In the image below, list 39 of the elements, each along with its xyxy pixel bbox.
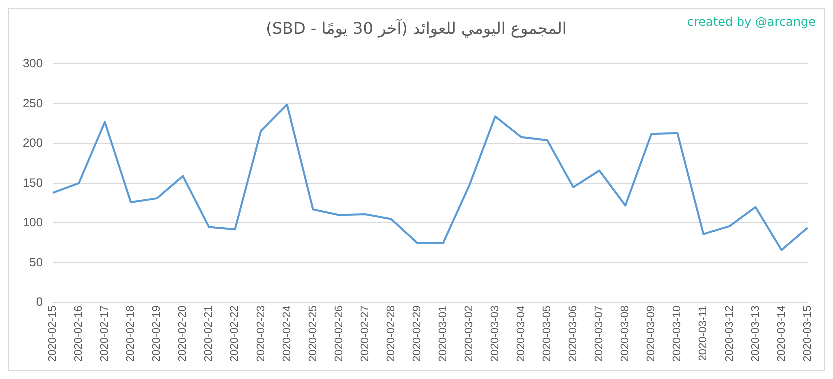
y-tick-label: 200 [22, 136, 44, 150]
x-tick-label: 2020-02-15 [47, 306, 60, 362]
x-tick-label: 2020-03-11 [698, 306, 710, 362]
y-tick-label: 150 [22, 176, 44, 190]
x-tick-label: 2020-02-17 [99, 306, 112, 362]
x-tick-label: 2020-02-18 [125, 306, 138, 362]
x-tick-label: 2020-02-27 [359, 306, 372, 362]
x-tick-label: 2020-02-16 [73, 306, 86, 362]
x-tick-label: 2020-02-25 [307, 306, 320, 362]
x-tick-label: 2020-02-26 [333, 306, 346, 362]
x-tick-label: 2020-03-08 [620, 306, 632, 362]
x-tick-label: 2020-03-04 [516, 306, 528, 362]
x-tick-label: 2020-02-19 [151, 306, 164, 362]
x-tick-label: 2020-02-23 [255, 306, 268, 362]
x-tick-label: 2020-02-21 [203, 306, 216, 362]
y-tick-label: 300 [22, 56, 44, 71]
x-tick-label: 2020-03-01 [437, 306, 450, 362]
x-tick-label: 2020-03-03 [490, 306, 502, 362]
x-tick-label: 2020-03-15 [802, 306, 814, 362]
x-tick-label: 2020-03-12 [724, 306, 736, 362]
x-tick-label: 2020-02-22 [229, 306, 242, 362]
y-tick-label: 0 [36, 295, 44, 310]
x-tick-label: 2020-02-24 [281, 306, 294, 362]
x-tick-label: 2020-02-29 [411, 306, 424, 362]
x-tick-label: 2020-02-20 [177, 306, 190, 362]
text: created by @arcange [687, 15, 816, 29]
x-tick-label: 2020-03-13 [750, 306, 762, 362]
x-tick-label: 2020-03-09 [646, 306, 658, 362]
x-tick-label: 2020-03-07 [594, 306, 606, 362]
x-tick-label: 2020-02-28 [385, 306, 398, 362]
x-tick-label: 2020-03-02 [463, 306, 476, 362]
y-tick-label: 50 [30, 255, 44, 270]
chart-title: المجموع اليومي للعوائد (آخر 30 يومًا - SBD) [266, 19, 567, 38]
y-tick-label: 100 [22, 216, 44, 230]
y-tick-label: 250 [22, 96, 44, 110]
x-tick-label: 2020-03-06 [568, 306, 580, 362]
x-tick-label: 2020-03-14 [776, 306, 788, 362]
x-tick-label: 2020-03-05 [542, 306, 554, 362]
x-tick-label: 2020-03-10 [672, 306, 684, 362]
